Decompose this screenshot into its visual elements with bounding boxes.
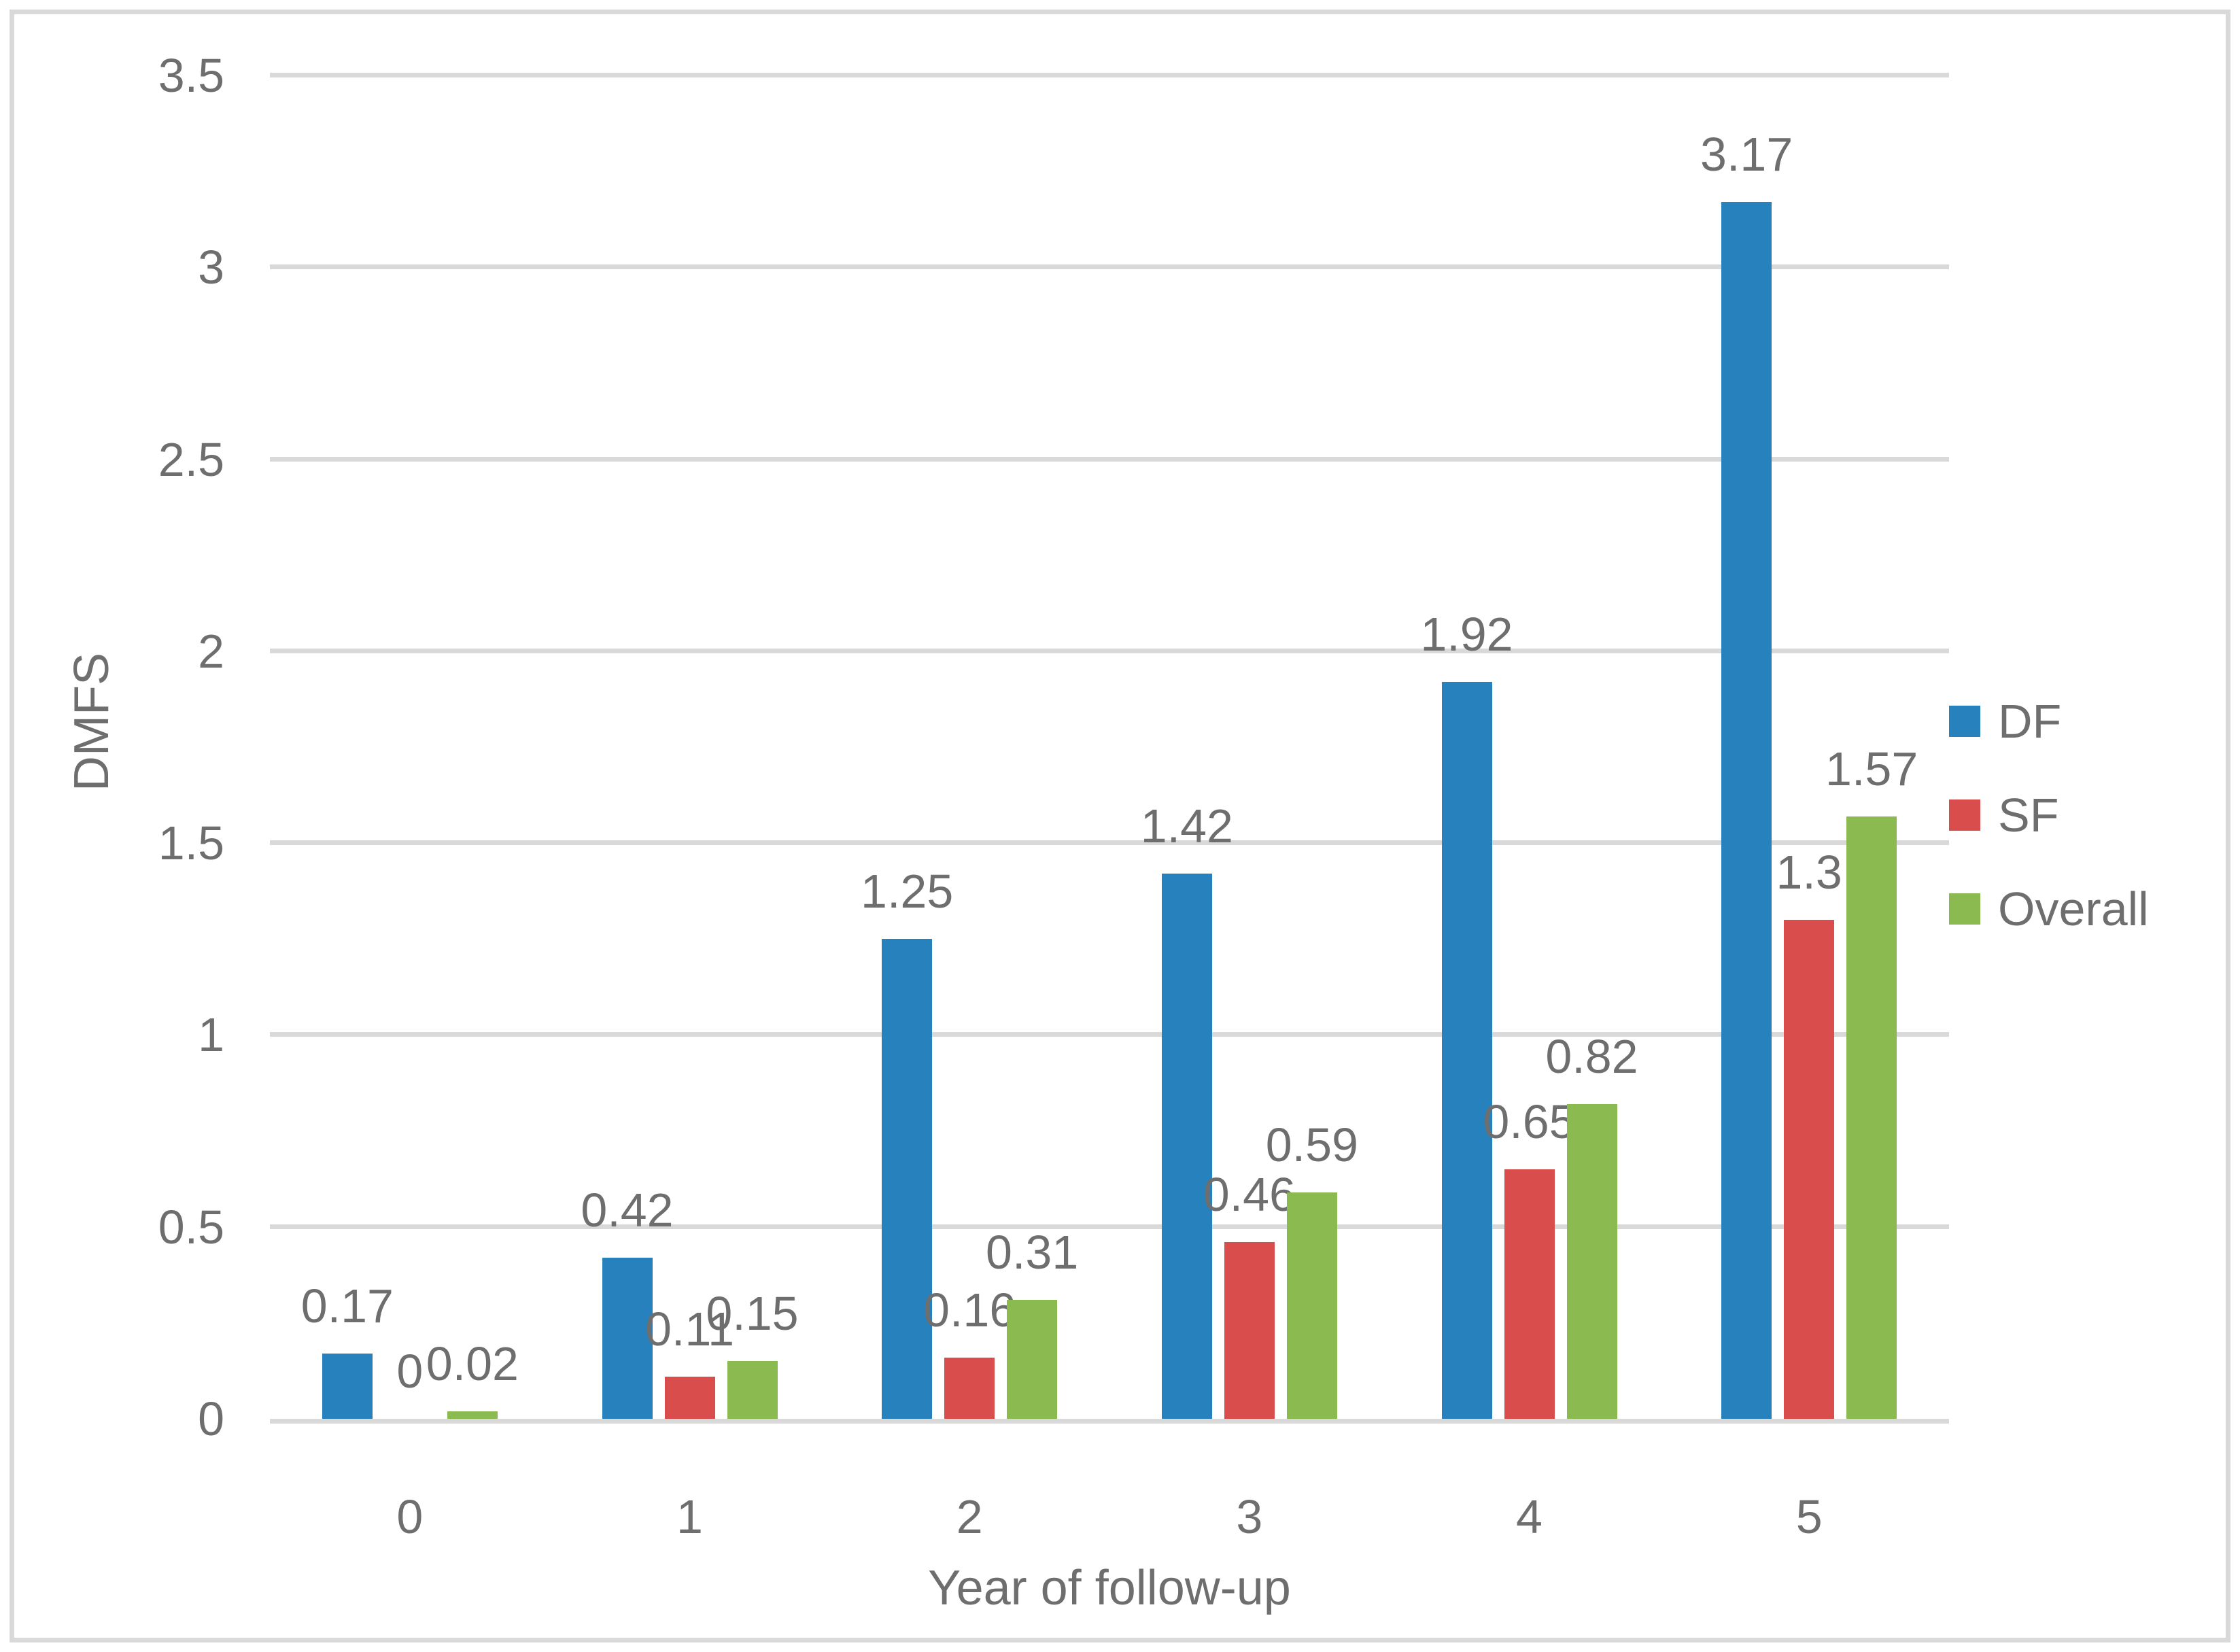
bar-df-year-1 <box>602 1257 653 1419</box>
legend-swatch-sf-icon <box>1949 799 1980 831</box>
bar-sf-year-5 <box>1784 920 1835 1419</box>
gridline-y-3.5 <box>270 73 1949 78</box>
plot-area: 0.17 0.42 1.25 1.42 1.92 3.17 0 0.11 0.16 0.46 0.6… <box>270 73 1949 1424</box>
x-tick-label-1: 1 <box>676 1490 703 1543</box>
gridline-y-0.5 <box>270 1224 1949 1229</box>
data-label-sf-year-3: 0.46 <box>1203 1168 1296 1222</box>
data-label-sf-year-5: 1.3 <box>1776 846 1842 899</box>
bar-sf-year-1 <box>664 1376 715 1419</box>
y-tick-label-0: 0 <box>198 1392 224 1445</box>
bar-df-year-5 <box>1721 202 1772 1419</box>
data-label-overall-year-5: 1.57 <box>1825 742 1918 795</box>
gridline-y-2.5 <box>270 456 1949 462</box>
gridline-y-3 <box>270 264 1949 270</box>
bar-sf-year-4 <box>1504 1169 1555 1419</box>
data-label-overall-year-1: 0.15 <box>706 1287 799 1341</box>
gridline-y-1 <box>270 1032 1949 1037</box>
data-label-sf-year-1: 0.11 <box>644 1302 735 1356</box>
x-tick-label-4: 4 <box>1516 1490 1543 1543</box>
data-label-df-year-2: 1.25 <box>861 865 954 918</box>
data-label-sf-year-2: 0.16 <box>923 1283 1016 1337</box>
gridline-y-2 <box>270 648 1949 653</box>
bar-overall-year-5 <box>1846 816 1897 1419</box>
x-tick-label-5: 5 <box>1795 1490 1823 1543</box>
bar-overall-year-3 <box>1286 1192 1337 1419</box>
data-label-overall-year-4: 0.82 <box>1545 1030 1638 1084</box>
y-axis-tick-labels: 0 0.5 1 1.5 2 2.5 3 3.5 <box>0 52 224 1443</box>
bar-overall-year-4 <box>1566 1104 1617 1419</box>
legend-label-df: DF <box>1998 695 2062 748</box>
y-tick-label-3: 3 <box>198 241 224 294</box>
gridline-y-1.5 <box>270 840 1949 846</box>
bar-sf-year-2 <box>944 1357 995 1419</box>
data-label-df-year-4: 1.92 <box>1420 608 1513 661</box>
data-label-df-year-3: 1.42 <box>1140 799 1233 853</box>
legend-label-sf: SF <box>1998 789 2059 842</box>
data-label-df-year-5: 3.17 <box>1700 128 1793 182</box>
y-tick-label-1.5: 1.5 <box>158 816 224 870</box>
x-axis-title: Year of follow-up <box>928 1561 1291 1615</box>
data-label-overall-year-0: 0.02 <box>426 1337 519 1390</box>
data-label-sf-year-4: 0.65 <box>1483 1095 1576 1149</box>
bar-overall-year-0 <box>447 1411 498 1419</box>
legend-swatch-overall-icon <box>1949 893 1980 925</box>
legend-label-overall: Overall <box>1998 882 2149 935</box>
y-tick-label-1: 1 <box>198 1008 224 1062</box>
legend-item-overall: Overall <box>1949 878 2149 940</box>
y-tick-label-0.5: 0.5 <box>158 1200 224 1254</box>
x-axis-tick-labels: 0 1 2 3 4 5 <box>270 1493 1949 1561</box>
data-label-overall-year-2: 0.31 <box>986 1225 1079 1279</box>
data-label-sf-year-0: 0 <box>396 1345 424 1398</box>
bar-overall-year-2 <box>1007 1299 1058 1419</box>
x-tick-label-2: 2 <box>956 1490 983 1543</box>
legend-swatch-df-icon <box>1949 706 1980 737</box>
legend-item-df: DF <box>1949 691 2149 752</box>
x-tick-label-0: 0 <box>396 1490 424 1543</box>
data-label-overall-year-3: 0.59 <box>1265 1118 1358 1171</box>
y-tick-label-2: 2 <box>198 624 224 678</box>
y-tick-label-2.5: 2.5 <box>158 432 224 486</box>
data-label-df-year-0: 0.17 <box>300 1279 394 1333</box>
legend: DF SF Overall <box>1949 691 2149 940</box>
data-label-df-year-1: 0.42 <box>581 1183 674 1237</box>
legend-item-sf: SF <box>1949 785 2149 846</box>
x-tick-label-3: 3 <box>1236 1490 1263 1543</box>
bar-df-year-3 <box>1161 874 1212 1419</box>
x-axis-line <box>270 1419 1949 1424</box>
bar-sf-year-3 <box>1224 1242 1275 1419</box>
bar-df-year-2 <box>882 939 933 1419</box>
bar-df-year-4 <box>1441 682 1492 1419</box>
bar-overall-year-1 <box>727 1361 778 1419</box>
y-tick-label-3.5: 3.5 <box>158 49 224 102</box>
bar-df-year-0 <box>322 1354 373 1419</box>
